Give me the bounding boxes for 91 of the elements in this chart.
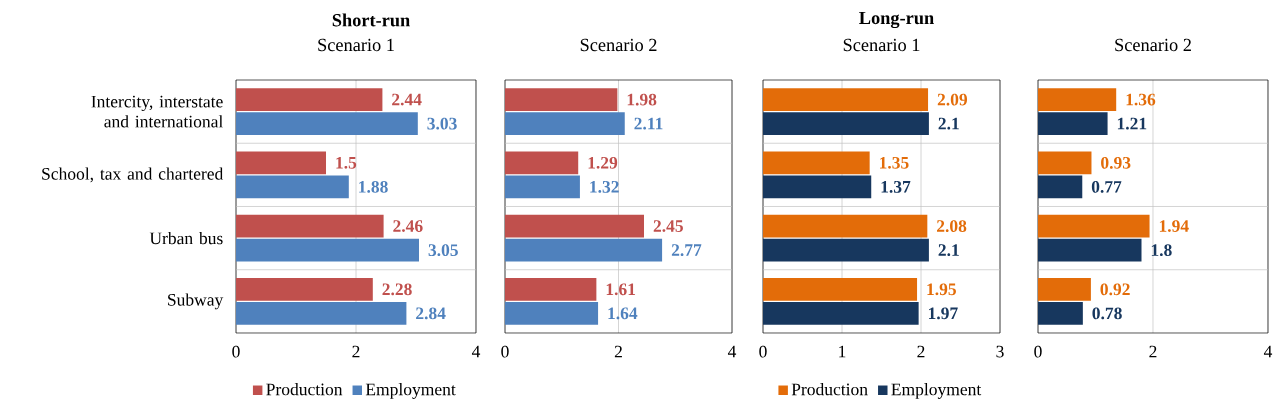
y-tick-label: Urban bus xyxy=(149,231,223,245)
x-tick-label: 4 xyxy=(471,345,481,358)
x-tick-label: 4 xyxy=(1263,345,1273,358)
legend-label: Production xyxy=(266,383,343,396)
data-label: 2.1 xyxy=(938,117,959,130)
chart-subtitle: Scenario 1 xyxy=(318,38,394,52)
bar xyxy=(505,214,645,238)
data-label: 3.03 xyxy=(427,117,457,130)
x-tick-label: 1 xyxy=(839,345,846,358)
data-label: 1.5 xyxy=(336,156,357,169)
bar xyxy=(763,302,919,325)
data-label: 1.88 xyxy=(359,180,388,193)
y-tick-label: Subway xyxy=(168,293,224,310)
bar xyxy=(236,151,327,175)
data-label: 2.1 xyxy=(938,244,959,257)
bar xyxy=(236,238,419,262)
bar xyxy=(763,214,928,238)
bar xyxy=(236,214,384,238)
data-label: 2.84 xyxy=(416,307,446,320)
data-label: 1.21 xyxy=(1117,117,1147,130)
data-label: 2.11 xyxy=(634,117,663,130)
bar xyxy=(763,238,929,262)
x-tick-label: 0 xyxy=(501,345,509,358)
data-label: 2.44 xyxy=(392,93,422,106)
bar xyxy=(505,175,580,199)
bar xyxy=(763,175,872,199)
data-label: 1.95 xyxy=(927,283,956,296)
data-label: 1.8 xyxy=(1151,244,1172,257)
bar xyxy=(236,175,349,199)
x-tick-label: 4 xyxy=(727,345,737,358)
bar xyxy=(1038,302,1083,325)
chart-subtitle: Scenario 2 xyxy=(580,38,657,52)
bar xyxy=(505,238,663,262)
bar xyxy=(1038,214,1150,238)
legend-label: Employment xyxy=(365,383,456,399)
bar xyxy=(236,88,383,111)
data-label: 1.64 xyxy=(608,307,638,320)
bar xyxy=(236,112,418,136)
x-tick-label: 2 xyxy=(614,345,622,358)
bar xyxy=(505,277,597,301)
data-label: 2.09 xyxy=(937,93,968,106)
bar xyxy=(236,277,373,301)
legend-label: Production xyxy=(791,383,868,396)
data-label: 1.32 xyxy=(590,180,619,193)
chart-subtitle: Scenario 2 xyxy=(1115,38,1191,52)
data-label: 1.35 xyxy=(880,156,909,169)
x-tick-label: 2 xyxy=(917,345,925,358)
data-label: 0.92 xyxy=(1100,283,1130,296)
data-label: 3.05 xyxy=(428,244,458,257)
data-label: 1.94 xyxy=(1159,220,1189,233)
bar xyxy=(236,302,407,325)
bar xyxy=(1038,112,1108,136)
data-label: 2.45 xyxy=(653,220,683,233)
bar xyxy=(505,302,599,325)
bar xyxy=(505,112,625,136)
data-label: 1.98 xyxy=(627,93,657,106)
bar xyxy=(1038,175,1083,199)
bar xyxy=(505,151,579,175)
data-label: 1.29 xyxy=(588,156,618,169)
bar xyxy=(1038,238,1142,262)
x-tick-label: 0 xyxy=(1034,345,1042,358)
x-tick-label: 2 xyxy=(1149,345,1157,358)
data-label: 1.37 xyxy=(881,180,911,193)
data-label: 1.61 xyxy=(606,283,636,296)
data-label: 2.28 xyxy=(382,283,412,296)
y-tick-label: Intercity, interstate and international xyxy=(91,95,223,128)
data-label: 0.93 xyxy=(1101,156,1131,169)
bar xyxy=(763,277,918,301)
chart-title: Long-run xyxy=(859,11,934,29)
chart-title: Short-run xyxy=(332,13,410,27)
x-tick-label: 2 xyxy=(352,345,360,358)
data-label: 0.78 xyxy=(1092,307,1122,320)
bar xyxy=(763,88,929,111)
data-label: 1.97 xyxy=(928,307,958,320)
data-label: 2.46 xyxy=(393,220,423,233)
bar xyxy=(505,88,618,111)
bar xyxy=(1038,151,1092,175)
data-label: 0.77 xyxy=(1091,180,1122,193)
legend-label: Employment xyxy=(891,383,982,399)
y-tick-label: School, tax and chartered xyxy=(42,167,224,183)
x-tick-label: 0 xyxy=(232,345,240,358)
chart-subtitle: Scenario 1 xyxy=(843,38,920,52)
bar xyxy=(763,112,929,136)
data-label: 2.77 xyxy=(671,244,702,257)
bar xyxy=(1038,88,1117,111)
x-tick-label: 3 xyxy=(996,345,1004,358)
data-label: 2.08 xyxy=(937,220,967,233)
bar xyxy=(763,151,870,175)
bar xyxy=(1038,277,1091,301)
data-label: 1.36 xyxy=(1126,93,1156,106)
x-tick-label: 0 xyxy=(759,345,767,358)
